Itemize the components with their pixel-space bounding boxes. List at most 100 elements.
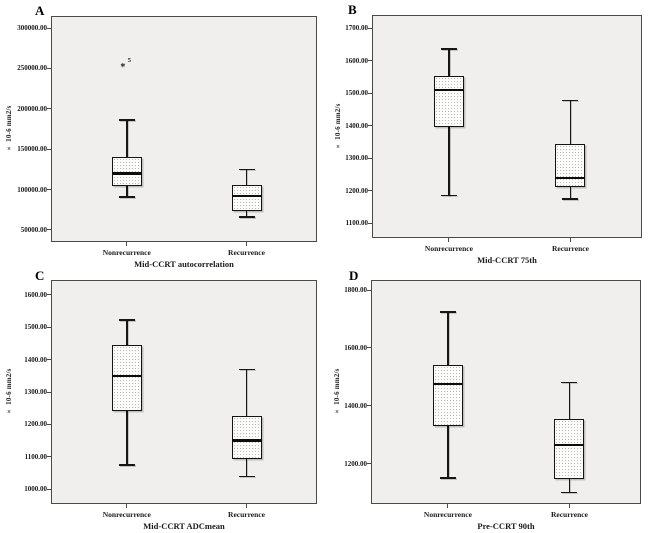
y-axis-tick bbox=[47, 456, 51, 458]
y-tick-label: 1100.00 bbox=[24, 452, 47, 461]
lower-whisker bbox=[245, 458, 248, 477]
y-tick-label: 1400.00 bbox=[345, 121, 368, 130]
plot-area bbox=[371, 280, 641, 504]
median-line bbox=[433, 88, 464, 92]
y-tick-label: 250000.00 bbox=[17, 64, 47, 73]
median-line bbox=[231, 194, 262, 198]
y-tick-label: 150000.00 bbox=[17, 145, 47, 154]
y-axis-tick bbox=[368, 222, 372, 224]
plot-area bbox=[51, 280, 317, 504]
lower-whisker bbox=[569, 186, 572, 199]
plot-area bbox=[372, 15, 642, 238]
x-axis-tick bbox=[246, 242, 247, 246]
upper-whisker bbox=[447, 311, 449, 366]
lower-whisker-cap bbox=[238, 475, 255, 478]
category-label-recurrence: Recurrence bbox=[228, 510, 265, 519]
x-axis-tick bbox=[126, 504, 128, 508]
upper-whisker bbox=[568, 382, 571, 419]
y-axis-tick bbox=[47, 108, 51, 110]
y-tick-label: 200000.00 bbox=[17, 104, 47, 113]
upper-whisker bbox=[126, 120, 128, 158]
x-axis-tick bbox=[569, 238, 571, 242]
y-axis-tick bbox=[47, 294, 51, 296]
upper-whisker-cap bbox=[561, 381, 578, 384]
y-axis-tick bbox=[368, 60, 372, 62]
y-axis-tick bbox=[47, 27, 51, 29]
lower-whisker bbox=[568, 478, 571, 493]
lower-whisker bbox=[447, 425, 449, 478]
y-axis-tick bbox=[368, 125, 372, 127]
box-recurrence bbox=[555, 143, 586, 187]
upper-whisker-cap bbox=[440, 48, 457, 50]
y-tick-label: 1200.00 bbox=[24, 420, 47, 429]
chart-title: Pre-CCRT 90th bbox=[477, 521, 535, 531]
median-line bbox=[555, 176, 586, 179]
upper-whisker-cap bbox=[118, 319, 135, 321]
upper-whisker-cap bbox=[118, 119, 135, 121]
y-axis-tick bbox=[368, 157, 372, 159]
panel-b: B × 10-6 mm2/s 1100.00 1200.00 1300.00 1400.0… bbox=[325, 0, 650, 266]
upper-whisker-cap bbox=[238, 368, 255, 371]
y-axis-title: × 10-6 mm2/s bbox=[333, 368, 341, 416]
plot-area bbox=[51, 16, 317, 242]
panel-letter: B bbox=[348, 2, 357, 17]
y-tick-label: 1400.00 bbox=[24, 355, 47, 364]
upper-whisker-cap bbox=[562, 99, 579, 102]
y-tick-label: 1600.00 bbox=[344, 343, 367, 352]
x-axis-tick bbox=[126, 242, 128, 246]
y-tick-label: 1200.00 bbox=[344, 459, 367, 468]
y-axis-tick bbox=[367, 405, 371, 407]
lower-whisker-cap bbox=[118, 464, 135, 466]
upper-whisker bbox=[569, 100, 572, 144]
panel-letter: C bbox=[35, 268, 45, 283]
y-axis-tick bbox=[367, 347, 371, 349]
upper-whisker bbox=[245, 169, 248, 185]
box-nonrecurrence bbox=[433, 75, 464, 128]
y-tick-label: 1300.00 bbox=[24, 388, 47, 396]
y-tick-label: 1400.00 bbox=[344, 401, 367, 410]
median-line bbox=[111, 172, 142, 175]
y-axis-tick bbox=[367, 463, 371, 465]
median-line bbox=[554, 443, 585, 446]
median-line bbox=[111, 374, 142, 377]
y-axis-tick bbox=[367, 289, 371, 291]
upper-whisker bbox=[448, 49, 450, 76]
panel-letter: D bbox=[349, 268, 359, 283]
median-line bbox=[432, 382, 463, 386]
y-tick-label: 1600.00 bbox=[24, 290, 47, 299]
panel-d: D × 10-6 mm2/s 1200.00 1400.00 1600.00 1800.0… bbox=[325, 267, 650, 533]
panel-c: C × 10-6 mm2/s 1000.00 1100.00 1200.00 1300.0… bbox=[0, 267, 325, 533]
y-tick-label: 1700.00 bbox=[345, 24, 368, 33]
box-nonrecurrence bbox=[432, 365, 463, 426]
category-label-nonrecurrence: Nonrecurrence bbox=[424, 244, 473, 253]
lower-whisker bbox=[448, 127, 450, 196]
upper-whisker-cap bbox=[439, 311, 456, 313]
median-line bbox=[231, 439, 262, 442]
y-axis-title: × 10-6 mm2/s bbox=[5, 105, 13, 153]
y-axis-tick bbox=[47, 391, 51, 393]
y-tick-label: 1200.00 bbox=[345, 186, 368, 195]
y-axis-tick bbox=[47, 148, 51, 150]
lower-whisker-cap bbox=[238, 216, 255, 218]
category-label-nonrecurrence: Nonrecurrence bbox=[102, 510, 151, 519]
y-axis-tick bbox=[47, 189, 51, 191]
y-tick-label: 1100.00 bbox=[345, 219, 368, 228]
category-label-recurrence: Recurrence bbox=[550, 510, 588, 519]
y-axis-tick bbox=[368, 27, 372, 29]
category-label-recurrence: Recurrence bbox=[551, 244, 589, 253]
y-tick-label: 50000.00 bbox=[20, 225, 47, 234]
category-label-nonrecurrence: Nonrecurrence bbox=[423, 510, 472, 519]
lower-whisker-cap bbox=[118, 196, 135, 198]
lower-whisker-cap bbox=[439, 477, 456, 479]
x-axis-tick bbox=[246, 504, 247, 508]
y-axis-tick bbox=[47, 67, 51, 69]
y-tick-label: 1500.00 bbox=[345, 89, 368, 98]
chart-title: Mid-CCRT 75th bbox=[477, 255, 537, 265]
y-tick-label: 100000.00 bbox=[17, 185, 47, 194]
upper-whisker bbox=[245, 369, 248, 417]
box-nonrecurrence bbox=[111, 344, 142, 411]
y-axis-tick bbox=[368, 92, 372, 94]
lower-whisker bbox=[245, 210, 248, 217]
y-axis-tick bbox=[47, 423, 51, 425]
